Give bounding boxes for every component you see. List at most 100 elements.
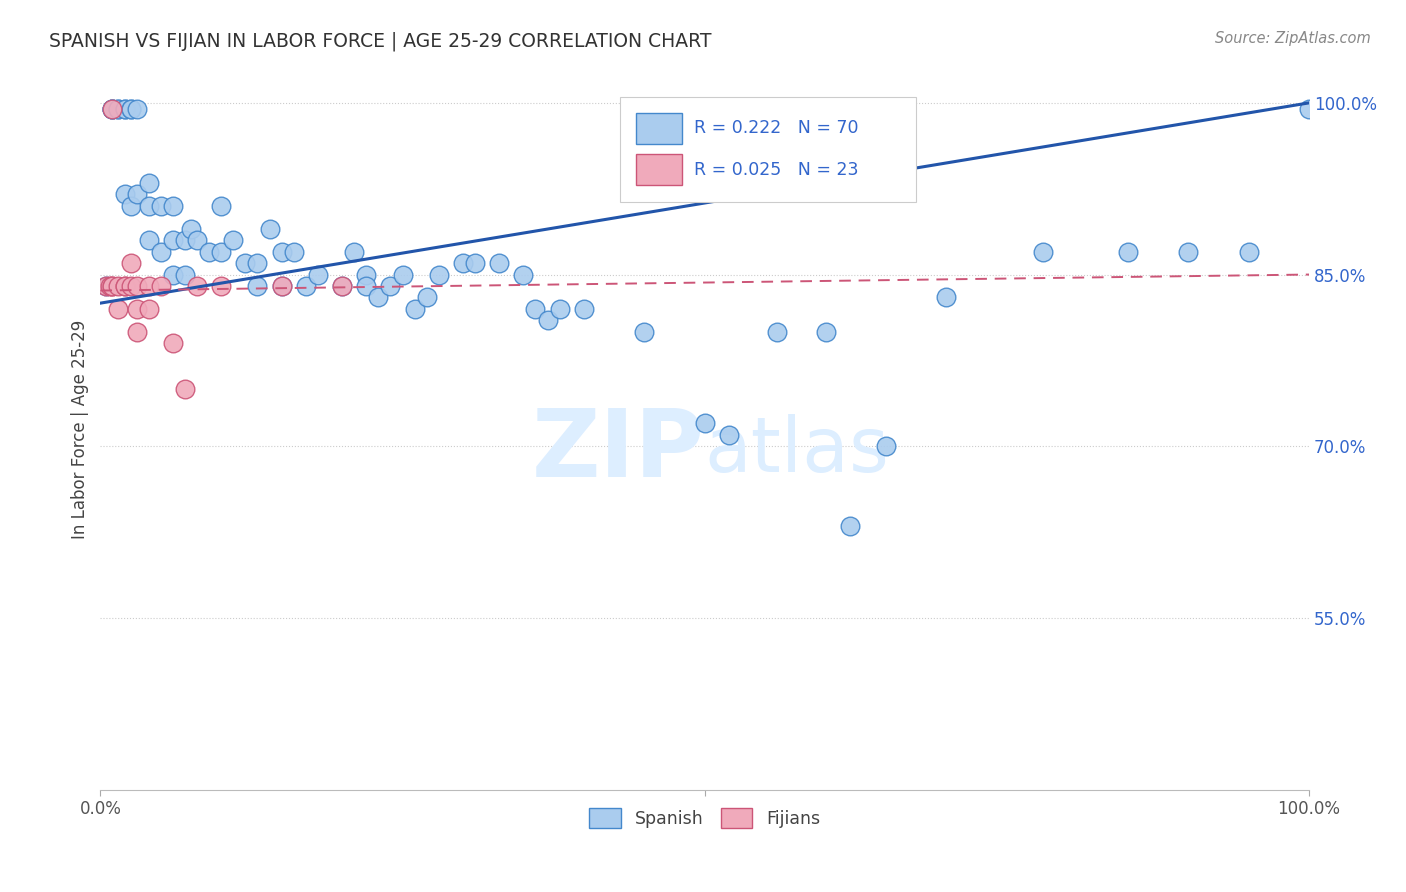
Point	[633, 325, 655, 339]
Point	[162, 268, 184, 282]
Point	[209, 279, 232, 293]
Point	[270, 279, 292, 293]
Point	[101, 102, 124, 116]
Point	[149, 244, 172, 259]
Point	[693, 417, 716, 431]
Point	[162, 233, 184, 247]
Point	[270, 279, 292, 293]
Point	[138, 199, 160, 213]
Point	[107, 102, 129, 116]
Point	[114, 279, 136, 293]
Point	[120, 256, 142, 270]
Point	[235, 256, 257, 270]
Text: R = 0.025   N = 23: R = 0.025 N = 23	[693, 161, 858, 179]
Point	[101, 102, 124, 116]
Point	[717, 427, 740, 442]
Point	[138, 176, 160, 190]
Point	[1032, 244, 1054, 259]
Point	[427, 268, 450, 282]
Point	[524, 301, 547, 316]
FancyBboxPatch shape	[636, 112, 682, 145]
FancyBboxPatch shape	[636, 153, 682, 186]
Point	[875, 439, 897, 453]
Point	[464, 256, 486, 270]
Y-axis label: In Labor Force | Age 25-29: In Labor Force | Age 25-29	[72, 319, 89, 539]
Point	[209, 199, 232, 213]
Point	[246, 279, 269, 293]
Point	[120, 102, 142, 116]
Point	[180, 221, 202, 235]
Point	[125, 102, 148, 116]
Point	[186, 279, 208, 293]
Point	[101, 279, 124, 293]
Point	[246, 256, 269, 270]
Point	[512, 268, 534, 282]
Point	[283, 244, 305, 259]
Point	[114, 279, 136, 293]
Point	[198, 244, 221, 259]
Point	[270, 244, 292, 259]
Text: atlas: atlas	[704, 414, 890, 488]
Point	[838, 519, 860, 533]
Point	[101, 102, 124, 116]
Point	[174, 382, 197, 396]
Point	[149, 279, 172, 293]
Point	[572, 301, 595, 316]
Point	[259, 221, 281, 235]
Point	[149, 199, 172, 213]
Text: SPANISH VS FIJIAN IN LABOR FORCE | AGE 25-29 CORRELATION CHART: SPANISH VS FIJIAN IN LABOR FORCE | AGE 2…	[49, 31, 711, 51]
Point	[114, 102, 136, 116]
Point	[107, 279, 129, 293]
Point	[548, 301, 571, 316]
FancyBboxPatch shape	[620, 97, 917, 202]
Point	[330, 279, 353, 293]
Point	[125, 279, 148, 293]
Point	[107, 301, 129, 316]
Point	[209, 244, 232, 259]
Point	[380, 279, 402, 293]
Point	[174, 268, 197, 282]
Point	[404, 301, 426, 316]
Point	[536, 313, 558, 327]
Point	[415, 290, 437, 304]
Point	[814, 325, 837, 339]
Point	[120, 199, 142, 213]
Legend: Spanish, Fijians: Spanish, Fijians	[582, 801, 827, 835]
Point	[356, 268, 378, 282]
Point	[162, 199, 184, 213]
Text: ZIP: ZIP	[531, 405, 704, 497]
Point	[138, 301, 160, 316]
Point	[125, 187, 148, 202]
Point	[367, 290, 389, 304]
Point	[101, 102, 124, 116]
Point	[120, 102, 142, 116]
Point	[1298, 102, 1320, 116]
Point	[138, 279, 160, 293]
Point	[391, 268, 413, 282]
Point	[295, 279, 318, 293]
Point	[98, 279, 121, 293]
Point	[766, 325, 789, 339]
Text: Source: ZipAtlas.com: Source: ZipAtlas.com	[1215, 31, 1371, 46]
Point	[174, 233, 197, 247]
Point	[935, 290, 957, 304]
Point	[162, 336, 184, 351]
Point	[120, 279, 142, 293]
Point	[1116, 244, 1139, 259]
Point	[101, 279, 124, 293]
Point	[138, 233, 160, 247]
Point	[96, 279, 118, 293]
Point	[114, 102, 136, 116]
Point	[451, 256, 474, 270]
Point	[96, 279, 118, 293]
Point	[125, 325, 148, 339]
Point	[356, 279, 378, 293]
Point	[186, 233, 208, 247]
Point	[488, 256, 510, 270]
Point	[343, 244, 366, 259]
Point	[107, 102, 129, 116]
Point	[307, 268, 329, 282]
Point	[1177, 244, 1199, 259]
Point	[114, 187, 136, 202]
Point	[1237, 244, 1260, 259]
